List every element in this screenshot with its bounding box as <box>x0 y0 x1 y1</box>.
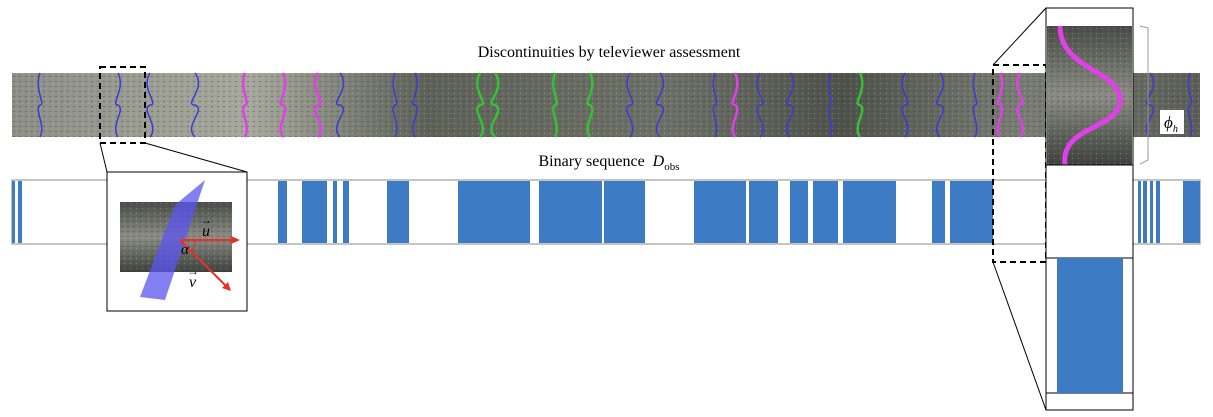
trace <box>901 72 909 138</box>
angle-arc <box>190 239 197 252</box>
binary-bar <box>333 181 337 243</box>
connector <box>144 142 248 173</box>
trace <box>1187 72 1193 138</box>
binary-bar <box>843 181 896 243</box>
zoom-bar <box>1057 258 1123 393</box>
trace <box>279 72 287 138</box>
discontinuity-traces <box>37 72 1193 138</box>
trace <box>972 72 978 138</box>
trace <box>856 72 864 138</box>
u-arrow: → <box>200 213 212 227</box>
binary-bar <box>12 181 15 243</box>
phase-subscript: h <box>1173 124 1178 135</box>
trace <box>827 72 833 138</box>
phase-box <box>1160 110 1184 134</box>
discontinuity-plane <box>140 180 205 300</box>
trace <box>146 72 154 138</box>
trace <box>313 72 323 138</box>
trace <box>586 72 594 138</box>
trace <box>490 72 500 138</box>
binary-bar <box>813 181 838 243</box>
trace <box>1145 72 1155 138</box>
phase-symbol: ϕ <box>1164 113 1173 132</box>
u-label: u <box>202 223 210 240</box>
trace <box>996 72 1004 138</box>
trace <box>475 72 485 138</box>
trace <box>756 72 764 138</box>
binary-bar <box>1143 181 1147 243</box>
v-label: v <box>189 274 197 291</box>
v-arrow: → <box>187 264 199 278</box>
binary-bar <box>1150 181 1153 243</box>
trace <box>190 72 200 138</box>
connector <box>992 261 1047 411</box>
trace <box>552 72 558 138</box>
binary-bar <box>458 181 530 243</box>
trace <box>1015 72 1025 138</box>
bracket <box>1139 25 1149 165</box>
binary-bar <box>749 181 778 243</box>
binary-bar <box>18 181 22 243</box>
binary-bar <box>932 181 945 243</box>
binary-text: Binary sequence <box>538 153 644 170</box>
phase-label: ϕh <box>1164 113 1178 135</box>
binary-bar <box>1183 181 1200 243</box>
vector-v <box>179 239 229 289</box>
trace <box>935 72 945 138</box>
binary-bar <box>694 181 697 243</box>
arrowhead <box>231 236 240 244</box>
strip-title: Discontinuities by televiewer assessment <box>478 44 741 61</box>
binary-bar <box>604 181 645 243</box>
binary-bar <box>387 181 409 243</box>
binary-symbol: D <box>652 153 665 170</box>
binary-bar <box>302 181 327 243</box>
trace <box>335 72 345 138</box>
trace <box>412 72 418 138</box>
trace <box>626 72 634 138</box>
binary-bar <box>790 181 808 243</box>
binary-bar <box>278 181 287 243</box>
binary-bar <box>1156 181 1160 243</box>
trace <box>242 72 248 138</box>
trace <box>115 72 121 138</box>
binary-subscript: obs <box>664 161 679 173</box>
angle-label: α <box>181 242 190 258</box>
trace <box>392 72 398 138</box>
binary-bars <box>12 181 1200 243</box>
binary-bar <box>950 181 993 243</box>
binary-bar <box>697 181 746 243</box>
arrowhead <box>222 282 231 291</box>
binary-bar <box>343 181 349 243</box>
trace <box>785 72 795 138</box>
trace <box>731 72 739 138</box>
trace <box>712 72 718 138</box>
trace <box>37 72 43 138</box>
connector <box>99 142 108 173</box>
connector <box>992 7 1047 66</box>
zoom-trace <box>1057 25 1123 166</box>
binary-bar <box>1138 181 1141 243</box>
trace <box>655 72 665 138</box>
binary-bar <box>539 181 602 243</box>
binary-label: Binary sequence Dobs <box>538 153 679 173</box>
dashed-selection <box>99 66 146 144</box>
